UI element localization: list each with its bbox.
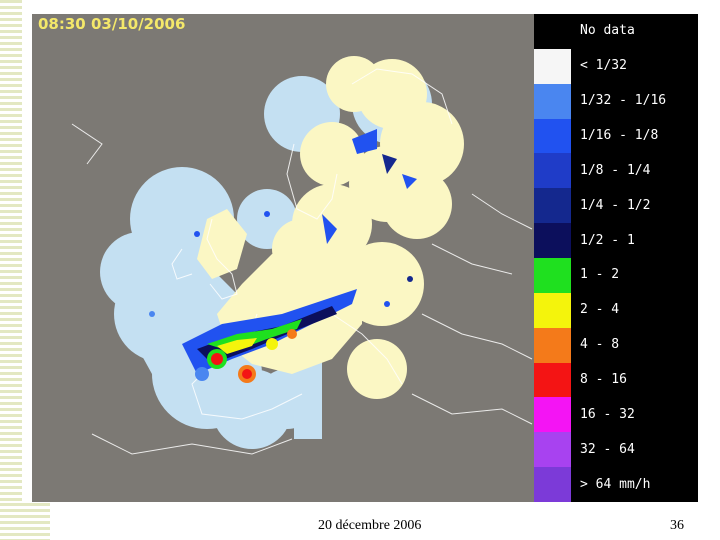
slide-decoration-strip — [0, 0, 22, 540]
footer-date: 20 décembre 2006 — [318, 518, 422, 533]
legend-item: 1/8 - 1/4 — [534, 153, 698, 189]
legend-item: 1/16 - 1/8 — [534, 118, 698, 154]
legend-item: 1/2 - 1 — [534, 223, 698, 258]
legend-item: > 64 mm/h — [534, 467, 698, 502]
map-timestamp: 08:30 03/10/2006 — [38, 15, 186, 33]
legend-item: 1 - 2 — [534, 258, 698, 293]
legend-swatch — [534, 188, 571, 224]
legend-swatch — [534, 292, 571, 328]
legend-swatch — [534, 153, 571, 189]
radar-map-svg — [71, 56, 533, 455]
legend-item: 32 - 64 — [534, 432, 698, 468]
legend-swatch — [534, 118, 571, 154]
legend-item: 1/32 - 1/16 — [534, 83, 698, 119]
legend-item: 8 - 16 — [534, 362, 698, 398]
legend-label: 2 - 4 — [580, 302, 620, 318]
legend-item: 4 - 8 — [534, 327, 698, 363]
legend-label: 1 - 2 — [580, 267, 620, 283]
legend-swatch — [534, 432, 571, 468]
legend-label: 4 - 8 — [580, 337, 620, 353]
legend-label: 32 - 64 — [580, 441, 635, 457]
slide-decoration-corner — [0, 503, 50, 540]
legend-item: No data — [534, 14, 698, 49]
coastlines — [71, 68, 533, 455]
legend-swatch — [534, 223, 571, 258]
legend-label: 1/16 - 1/8 — [580, 127, 659, 143]
legend-swatch — [534, 14, 571, 49]
legend-swatch — [534, 467, 571, 502]
legend-item: 16 - 32 — [534, 397, 698, 433]
legend-label: > 64 mm/h — [580, 476, 651, 492]
legend-label: 8 - 16 — [580, 371, 627, 387]
legend-swatch — [534, 48, 571, 84]
legend-label: No data — [580, 23, 635, 39]
legend-item: < 1/32 — [534, 48, 698, 84]
precipitation-echoes — [149, 129, 417, 383]
precipitation-legend: No data < 1/32 1/32 - 1/16 1/16 - 1/8 1/8 - … — [534, 14, 698, 502]
radar-map: 08:30 03/10/2006 — [32, 14, 534, 502]
legend-label: < 1/32 — [580, 58, 627, 74]
legend-label: 1/4 - 1/2 — [580, 197, 651, 213]
legend-label: 1/8 - 1/4 — [580, 162, 651, 178]
legend-swatch — [534, 83, 571, 119]
legend-swatch — [534, 258, 571, 293]
legend-swatch — [534, 362, 571, 398]
legend-label: 1/32 - 1/16 — [580, 93, 667, 109]
legend-label: 16 - 32 — [580, 406, 635, 422]
page-number: 36 — [670, 518, 684, 533]
legend-swatch — [534, 327, 571, 363]
legend-item: 1/4 - 1/2 — [534, 188, 698, 224]
legend-swatch — [534, 397, 571, 433]
legend-item: 2 - 4 — [534, 292, 698, 328]
legend-label: 1/2 - 1 — [580, 232, 635, 248]
